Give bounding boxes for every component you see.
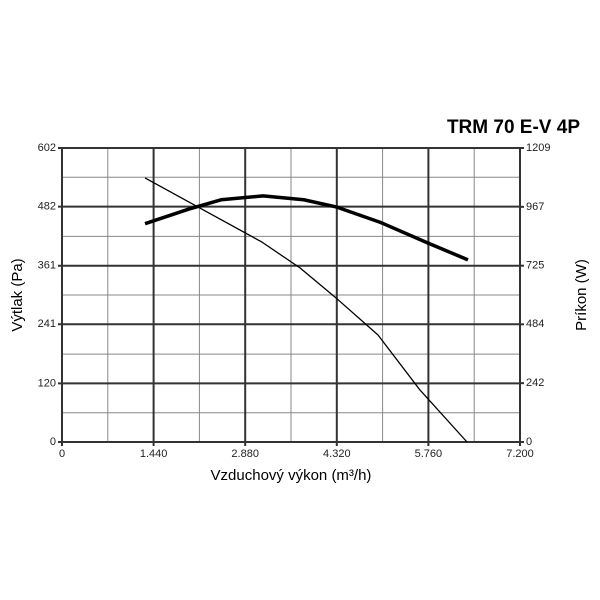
y-tick-label: 0 [50, 436, 56, 448]
x-axis-label: Vzduchový výkon (m³/h) [211, 467, 372, 484]
y-tick-label: 602 [38, 142, 56, 154]
chart-title: TRM 70 E-V 4P [447, 117, 580, 138]
line-series [144, 177, 468, 443]
y2-tick-label: 242 [526, 377, 544, 389]
y2-axis-label: Príkon (W) [573, 259, 590, 331]
y-tick-label: 120 [38, 377, 56, 389]
y-tick-label: 241 [38, 318, 56, 330]
y-tick-label: 482 [38, 201, 56, 213]
y2-tick-label: 0 [526, 436, 532, 448]
y2-tick-label: 967 [526, 201, 544, 213]
x-tick-label: 1.440 [140, 448, 168, 460]
x-tick-label: 4.320 [323, 448, 351, 460]
y-axis-label: Výtlak (Pa) [9, 258, 26, 331]
y2-tick-label: 1209 [526, 142, 550, 154]
y2-tick-label: 484 [526, 318, 544, 330]
y-tick-label: 361 [38, 260, 56, 272]
x-tick-label: 5.760 [415, 448, 443, 460]
x-tick-label: 0 [59, 448, 65, 460]
y2-tick-label: 725 [526, 260, 544, 272]
x-tick-label: 2.880 [231, 448, 259, 460]
x-tick-label: 7.200 [506, 448, 534, 460]
line-series [144, 194, 469, 262]
